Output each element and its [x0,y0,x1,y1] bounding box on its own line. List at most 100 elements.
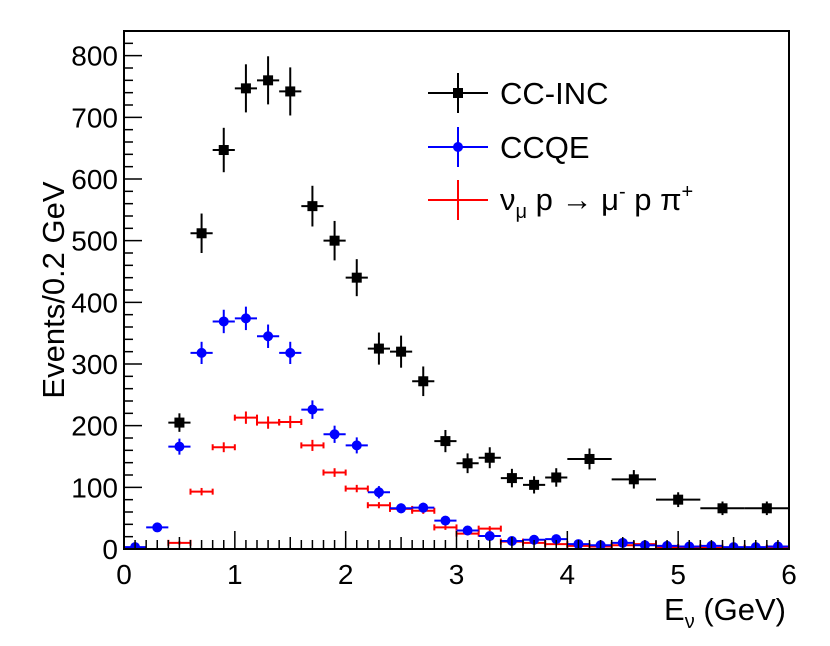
y-axis-title: Events/0.2 GeV [36,181,71,398]
marker-circle [440,515,451,526]
y-tick-label: 100 [71,472,118,503]
marker-circle [551,534,562,545]
data-point-ccqe [146,522,169,533]
legend-label-pion: νμ p → μ- p π+ [500,181,693,223]
marker-square [551,472,562,483]
data-point-pion [278,415,303,429]
legend-mu-sub: μ [516,201,528,223]
data-point-cc-inc [456,453,479,474]
data-point-cc-inc [234,64,257,113]
marker-square [628,474,639,485]
data-point-pion [300,439,325,451]
marker-square [584,453,595,464]
data-point-ccqe [456,525,479,536]
series-layer [124,56,789,549]
marker-square [717,503,728,514]
data-point-cc-inc [744,501,789,516]
data-point-pion [433,524,458,531]
marker-square [218,145,229,156]
marker-circle [307,404,318,415]
data-point-cc-inc [279,67,302,116]
data-point-ccqe [390,503,413,514]
data-point-ccqe [345,437,368,454]
marker-circle [263,331,274,342]
legend-minus-sup: - [619,181,626,203]
legend-label-cc-inc: CC-INC [500,76,609,111]
x-tick-label: 5 [670,559,686,590]
data-point-cc-inc [567,448,612,470]
marker-square [529,479,540,490]
marker-square [329,235,340,246]
marker-square [396,346,407,357]
data-point-cc-inc [523,476,546,494]
marker-circle [196,347,207,358]
data-point-cc-inc [168,413,191,432]
x-axis-title-sub: ν [685,611,695,633]
y-tick-label: 0 [102,534,118,565]
data-point-cc-inc [390,335,413,368]
x-tick-label: 3 [449,559,465,590]
data-point-ccqe [478,531,501,542]
data-point-cc-inc [412,366,435,397]
marker-circle [285,347,296,358]
marker-square [196,228,207,239]
data-point-pion [322,468,347,477]
marker-square [174,417,185,428]
legend-entry-ccqe: CCQE [428,127,590,167]
data-point-pion [189,487,214,496]
legend-entry-pion: νμ p → μ- p π+ [428,180,693,223]
marker-square [761,503,772,514]
marker-circle [462,525,473,536]
x-axis-title: Eν (GeV) [664,592,786,633]
data-point-ccqe [434,515,457,526]
legend-label-ccqe: CCQE [500,130,590,165]
x-tick-label: 1 [227,559,243,590]
data-point-cc-inc [212,127,235,173]
data-point-cc-inc [500,468,523,488]
data-point-cc-inc [700,501,745,516]
legend-marker-cc-inc [453,88,463,98]
x-axis-title-unit: (GeV) [695,592,786,627]
data-point-cc-inc [367,332,390,365]
data-point-ccqe [279,341,302,364]
data-point-ccqe [212,309,235,334]
data-point-ccqe [367,486,390,499]
data-point-ccqe [234,306,257,331]
y-tick-label: 500 [71,226,118,257]
data-point-pion [211,442,236,453]
tick-layer [123,30,790,550]
marker-circle [152,522,163,533]
data-point-cc-inc [257,56,280,105]
data-point-cc-inc [345,259,368,297]
data-point-cc-inc [545,468,568,487]
data-point-cc-inc [478,447,501,469]
series-cc-inc [168,56,789,516]
marker-circle [351,440,362,451]
marker-circle [396,503,407,514]
marker-square [351,272,362,283]
marker-circle [373,487,384,498]
legend-pi-part: p π [626,182,682,217]
y-tick-label: 300 [71,349,118,380]
marker-square [484,452,495,463]
legend-marker-ccqe [453,142,463,152]
x-tick-label: 6 [781,559,797,590]
data-point-pion [344,484,369,493]
data-point-ccqe [257,324,280,348]
marker-square [240,83,251,94]
marker-square [373,343,384,354]
marker-square [673,494,684,505]
marker-square [418,376,429,387]
data-point-cc-inc [301,185,324,227]
data-point-ccqe [323,425,346,443]
marker-square [307,201,318,212]
x-tick-label: 4 [560,559,576,590]
marker-square [462,458,473,469]
marker-square [506,473,517,484]
marker-square [285,86,296,97]
y-tick-label: 400 [71,287,118,318]
marker-circle [484,531,495,542]
legend: CC-INC CCQE νμ p → μ- p π+ [428,73,693,223]
data-point-cc-inc [656,492,701,508]
